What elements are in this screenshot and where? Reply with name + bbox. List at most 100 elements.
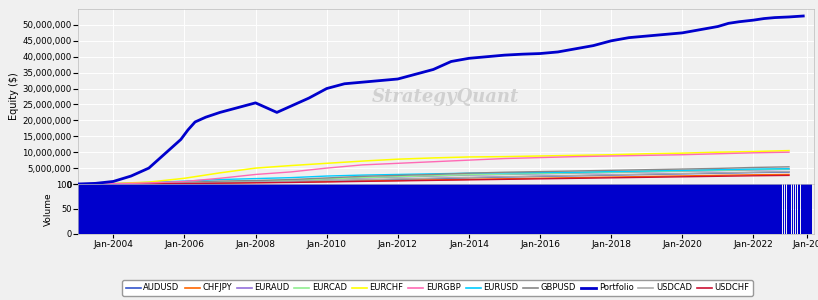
- Y-axis label: Equity ($): Equity ($): [10, 73, 20, 120]
- Bar: [289, 184, 290, 234]
- Bar: [215, 184, 217, 234]
- Bar: [86, 184, 87, 234]
- Bar: [239, 184, 240, 234]
- Bar: [426, 184, 427, 234]
- Bar: [539, 184, 540, 234]
- Bar: [389, 184, 390, 234]
- Bar: [583, 184, 584, 234]
- Bar: [562, 184, 563, 234]
- Bar: [675, 184, 676, 234]
- Bar: [731, 184, 732, 234]
- Bar: [498, 184, 500, 234]
- Bar: [657, 184, 658, 234]
- Bar: [115, 184, 116, 234]
- Bar: [756, 184, 757, 234]
- Bar: [558, 184, 559, 234]
- Bar: [429, 184, 430, 234]
- Bar: [294, 184, 296, 234]
- Bar: [454, 184, 456, 234]
- Bar: [390, 184, 391, 234]
- Bar: [578, 184, 579, 234]
- Bar: [551, 184, 552, 234]
- Bar: [633, 184, 634, 234]
- Bar: [262, 184, 263, 234]
- Bar: [85, 184, 86, 234]
- Bar: [605, 184, 606, 234]
- Bar: [395, 184, 396, 234]
- Bar: [419, 184, 420, 234]
- Bar: [386, 184, 387, 234]
- Bar: [573, 184, 575, 234]
- Bar: [121, 184, 122, 234]
- Bar: [126, 184, 127, 234]
- Bar: [747, 184, 748, 234]
- Bar: [130, 184, 131, 234]
- Bar: [105, 184, 106, 234]
- Bar: [271, 184, 272, 234]
- Bar: [404, 184, 405, 234]
- Bar: [339, 184, 340, 234]
- Bar: [765, 184, 766, 234]
- Bar: [325, 184, 326, 234]
- Bar: [491, 184, 492, 234]
- Bar: [616, 184, 617, 234]
- Bar: [374, 184, 375, 234]
- Bar: [467, 184, 469, 234]
- Bar: [127, 184, 128, 234]
- Bar: [272, 184, 274, 234]
- Bar: [745, 184, 747, 234]
- Bar: [146, 184, 147, 234]
- Bar: [160, 184, 161, 234]
- Bar: [662, 184, 663, 234]
- Bar: [570, 184, 571, 234]
- Bar: [700, 184, 701, 234]
- Bar: [123, 184, 124, 234]
- Bar: [360, 184, 361, 234]
- Bar: [606, 184, 607, 234]
- Bar: [713, 184, 714, 234]
- Bar: [227, 184, 228, 234]
- Bar: [412, 184, 413, 234]
- Bar: [352, 184, 353, 234]
- Bar: [93, 184, 94, 234]
- Bar: [345, 184, 346, 234]
- Bar: [202, 184, 204, 234]
- Bar: [614, 184, 615, 234]
- Bar: [595, 184, 596, 234]
- Bar: [98, 184, 99, 234]
- Y-axis label: Volume: Volume: [44, 192, 53, 226]
- Bar: [144, 184, 145, 234]
- Bar: [775, 184, 776, 234]
- Bar: [261, 184, 262, 234]
- Bar: [591, 184, 592, 234]
- Bar: [392, 184, 393, 234]
- Bar: [579, 184, 580, 234]
- Bar: [668, 184, 669, 234]
- Bar: [511, 184, 513, 234]
- Bar: [101, 184, 102, 234]
- Bar: [448, 184, 449, 234]
- Bar: [288, 184, 289, 234]
- Bar: [550, 184, 551, 234]
- Bar: [770, 184, 771, 234]
- Bar: [474, 184, 475, 234]
- Bar: [580, 184, 581, 234]
- Bar: [678, 184, 679, 234]
- Bar: [418, 184, 420, 234]
- Bar: [564, 184, 566, 234]
- Bar: [179, 184, 180, 234]
- Bar: [483, 184, 484, 234]
- Bar: [350, 184, 351, 234]
- Bar: [100, 184, 101, 234]
- Bar: [263, 184, 265, 234]
- Bar: [613, 184, 614, 234]
- Bar: [577, 184, 578, 234]
- Bar: [726, 184, 727, 234]
- Bar: [399, 184, 400, 234]
- Bar: [684, 184, 685, 234]
- Bar: [328, 184, 329, 234]
- Bar: [148, 184, 149, 234]
- Bar: [359, 184, 360, 234]
- Bar: [373, 184, 374, 234]
- Bar: [197, 184, 199, 234]
